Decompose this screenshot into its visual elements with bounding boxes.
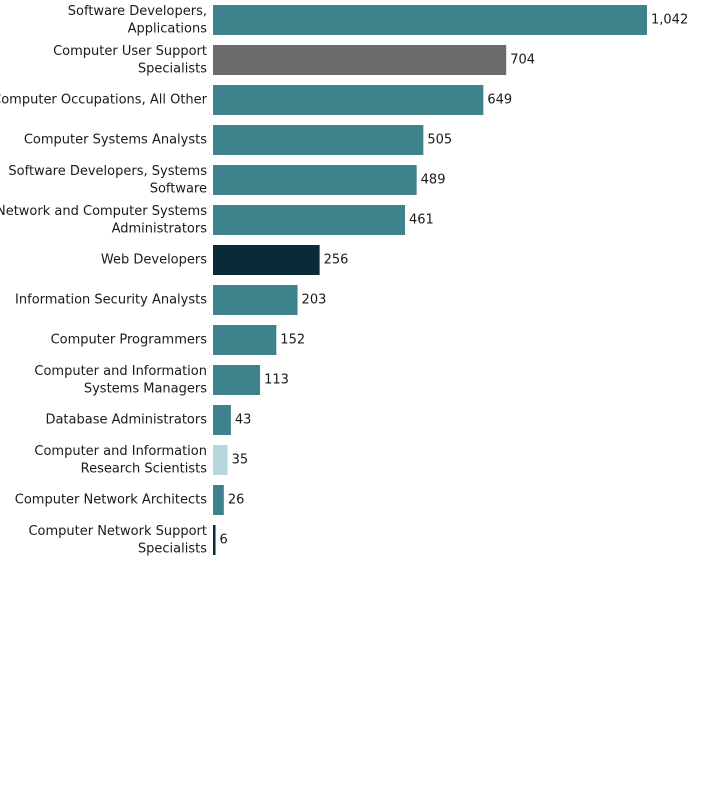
bar [213, 445, 228, 475]
category-label: Web Developers [101, 253, 207, 268]
value-label: 6 [219, 533, 227, 548]
category-label: Computer and Information Research Scienti… [34, 444, 207, 477]
value-label: 489 [421, 173, 446, 188]
category-label-line: Research Scientists [81, 461, 208, 476]
bar [213, 405, 231, 435]
value-label: 203 [302, 293, 327, 308]
category-label: Database Administrators [45, 413, 207, 428]
category-label: Computer and Information Systems Managers [34, 364, 207, 397]
category-label: Information Security Analysts [15, 293, 207, 308]
category-label-line: Specialists [138, 61, 207, 76]
value-label: 649 [487, 93, 512, 108]
bar [213, 165, 417, 195]
category-label-line: Web Developers [101, 253, 207, 268]
category-label-line: Database Administrators [45, 413, 207, 428]
category-label-line: Computer and Information [34, 364, 207, 379]
bar [213, 325, 277, 355]
value-label: 26 [228, 493, 245, 508]
value-label: 35 [232, 453, 249, 468]
category-label-line: Computer Systems Analysts [24, 133, 207, 148]
value-label: 461 [409, 213, 434, 228]
category-label: Computer Systems Analysts [24, 133, 207, 148]
bar [213, 205, 406, 235]
category-label-line: Applications [128, 21, 208, 36]
category-label-line: Computer Programmers [51, 333, 208, 348]
category-label: Software Developers, Systems Software [8, 164, 207, 197]
bar [213, 485, 224, 515]
bar [213, 125, 424, 155]
bar [213, 5, 647, 35]
category-label-line: Software [150, 181, 207, 196]
value-label: 152 [280, 333, 305, 348]
bar [213, 85, 484, 115]
bar [213, 285, 298, 315]
category-label-line: Computer Network Architects [15, 493, 207, 508]
bar [213, 245, 320, 275]
category-label-line: Computer Network Support [28, 524, 207, 539]
category-label-line: Systems Managers [84, 381, 207, 396]
category-label-line: Computer Occupations, All Other [0, 93, 208, 108]
category-label: Computer Network Architects [15, 493, 207, 508]
value-label: 1,042 [651, 13, 688, 28]
category-label: Computer Programmers [51, 333, 208, 348]
category-label-line: Network and Computer Systems [0, 204, 207, 219]
value-label: 256 [324, 253, 349, 268]
category-label: Software Developers, Applications [68, 4, 207, 37]
category-label-line: Specialists [138, 541, 207, 556]
value-label: 113 [264, 373, 289, 388]
category-label: Computer Network Support Specialists [28, 524, 207, 557]
bar [213, 45, 507, 75]
category-label: Network and Computer Systems Administrato… [0, 204, 207, 237]
category-label-line: Software Developers, Systems [8, 164, 207, 179]
bars-layer: 1,042 Software Developers, Applications 704… [0, 4, 688, 557]
category-label-line: Administrators [112, 221, 208, 236]
bar [213, 525, 216, 555]
value-label: 505 [427, 133, 452, 148]
category-label-line: Information Security Analysts [15, 293, 207, 308]
category-label: Computer User Support Specialists [53, 44, 207, 77]
value-label: 704 [510, 53, 535, 68]
category-label: Computer Occupations, All Other [0, 93, 208, 108]
bar [213, 365, 261, 395]
value-label: 43 [235, 413, 252, 428]
category-label-line: Computer and Information [34, 444, 207, 459]
category-label-line: Computer User Support [53, 44, 207, 59]
category-label-line: Software Developers, [68, 4, 207, 19]
